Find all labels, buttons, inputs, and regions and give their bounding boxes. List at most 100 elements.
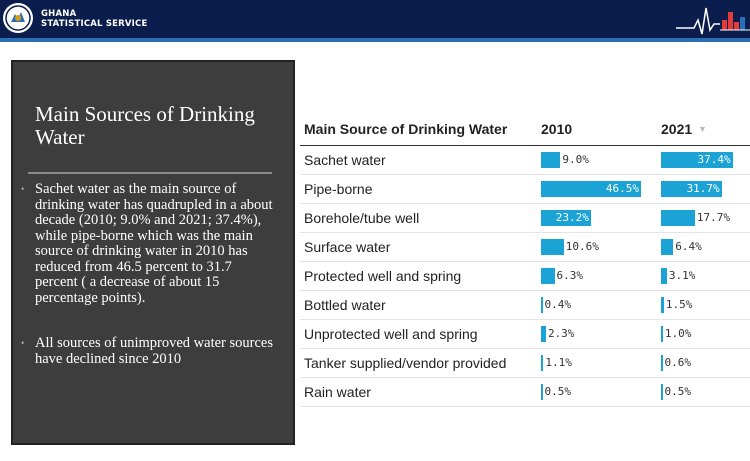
value-bar-2021 [661,326,663,342]
value-label-2010: 10.6% [565,240,599,253]
table-row: Pipe-borne 46.5% 31.7% [300,175,750,204]
value-label-2021: 1.5% [665,298,693,311]
table-row: Bottled water 0.4% 1.5% [300,291,750,320]
value-cell-2010: 23.2% [541,210,641,226]
org-name-line1: GHANA [41,9,77,19]
value-label-2021: 31.7% [686,182,720,195]
row-label: Pipe-borne [304,181,373,197]
summary-panel: Main Sources of Drinking Water • Sachet … [11,60,295,445]
value-cell-2021: 0.6% [661,355,750,371]
table-row: Borehole/tube well 23.2% 17.7% [300,204,750,233]
value-bar-2010 [541,297,543,313]
value-label-2010: 0.4% [544,298,572,311]
value-label-2021: 17.7% [696,211,730,224]
row-divider [300,203,750,204]
value-label-2010: 46.5% [605,182,639,195]
value-label-2021: 37.4% [697,153,731,166]
row-label: Surface water [304,239,391,255]
value-bar-2010 [541,355,544,371]
bullet-icon: • [21,184,25,194]
table-row: Rain water 0.5% 0.5% [300,378,750,407]
table-row: Surface water 10.6% 6.4% [300,233,750,262]
org-name-line2: STATISTICAL SERVICE [41,18,148,29]
header-divider [300,145,750,146]
column-header-2010[interactable]: 2010 [541,121,573,137]
row-label: Rain water [304,384,371,400]
value-cell-2010: 9.0% [541,152,641,168]
value-cell-2021: 17.7% [661,210,750,226]
drinking-water-table: Main Source of Drinking Water 2010 2021 … [300,0,750,461]
row-label: Unprotected well and spring [304,326,478,342]
organization-name: GHANA STATISTICAL SERVICE [41,9,148,29]
value-cell-2021: 1.0% [661,326,750,342]
row-label: Borehole/tube well [304,210,420,226]
value-bar-2010 [541,268,555,284]
row-divider [300,406,750,407]
column-header-2021[interactable]: 2021 [661,121,693,137]
value-bar-2021 [661,239,674,255]
value-bar-2021 [661,297,664,313]
value-bar-2010 [541,152,561,168]
row-divider [300,232,750,233]
value-bar-2010 [541,181,641,197]
value-cell-2010: 6.3% [541,268,641,284]
panel-title: Main Sources of Drinking Water [35,102,255,149]
value-label-2021: 6.4% [675,240,702,253]
value-cell-2021: 31.7% [661,181,750,197]
bullet-text: Sachet water as the main source of drink… [35,181,273,306]
table-row: Unprotected well and spring 2.3% 1.0% [300,320,750,349]
value-label-2010: 9.0% [562,153,589,166]
bullet-icon: • [21,338,25,348]
row-divider [300,174,750,175]
value-cell-2021: 3.1% [661,268,750,284]
value-label-2010: 1.1% [545,356,572,369]
row-divider [300,377,750,378]
value-label-2010: 23.2% [555,211,589,224]
panel-divider [28,172,272,174]
value-cell-2021: 6.4% [661,239,750,255]
bullet-point: • All sources of unimproved water source… [21,335,275,367]
value-label-2021: 0.5% [664,385,692,398]
value-bar-2021 [661,355,663,371]
value-cell-2010: 10.6% [541,239,641,255]
value-bar-2021 [661,268,667,284]
row-label: Sachet water [304,152,386,168]
statistics-pulse-icon [676,7,750,35]
bullet-text: All sources of unimproved water sources … [35,335,273,367]
value-label-2010: 2.3% [547,327,575,340]
value-cell-2010: 2.3% [541,326,641,342]
row-label: Protected well and spring [304,268,462,284]
value-label-2010: 0.5% [544,385,572,398]
header-accent-line [0,38,750,42]
value-label-2021: 3.1% [668,269,696,282]
value-cell-2021: 1.5% [661,297,750,313]
value-bar-2010 [541,239,564,255]
table-row: Tanker supplied/vendor provided 1.1% 0.6% [300,349,750,378]
value-label-2021: 0.6% [664,356,692,369]
row-label: Tanker supplied/vendor provided [304,355,507,371]
table-row: Protected well and spring 6.3% 3.1% [300,262,750,291]
value-label-2010: 6.3% [556,269,584,282]
column-header-source[interactable]: Main Source of Drinking Water [304,121,508,137]
value-bar-2021 [661,152,733,168]
row-divider [300,261,750,262]
sort-descending-icon[interactable]: ▼ [698,124,707,134]
value-cell-2010: 0.5% [541,384,641,400]
value-bar-2010 [541,326,546,342]
row-divider [300,290,750,291]
value-cell-2010: 46.5% [541,181,641,197]
value-bar-2010 [541,384,543,400]
bullet-point: • Sachet water as the main source of dri… [21,181,275,306]
value-bar-2010 [541,210,591,226]
row-divider [300,319,750,320]
row-divider [300,348,750,349]
header-bar: GHANA STATISTICAL SERVICE [0,0,750,38]
value-label-2021: 1.0% [664,327,692,340]
value-bar-2021 [661,210,695,226]
row-label: Bottled water [304,297,386,313]
gss-logo-icon [3,3,33,33]
value-cell-2021: 37.4% [661,152,750,168]
value-cell-2010: 0.4% [541,297,641,313]
value-cell-2021: 0.5% [661,384,750,400]
value-bar-2021 [661,181,722,197]
